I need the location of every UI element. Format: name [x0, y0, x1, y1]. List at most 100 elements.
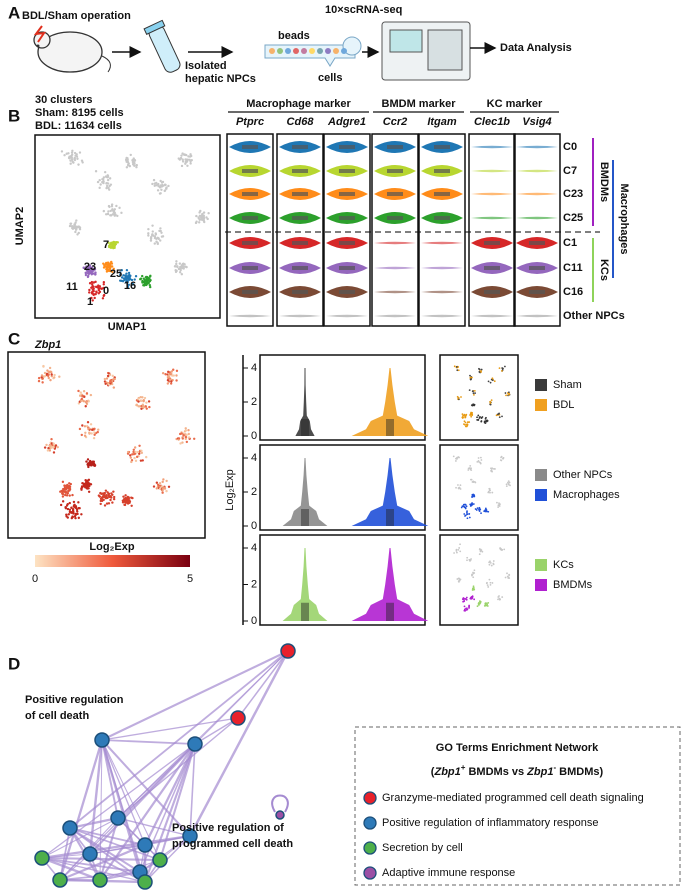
cell-dot: [88, 288, 91, 292]
edge: [41, 857, 146, 883]
cell-dot: [170, 370, 173, 373]
cell-dot: [466, 510, 468, 513]
cell-dot: [133, 278, 136, 281]
cell-dot: [140, 399, 143, 402]
cell-dot: [464, 416, 467, 419]
cell-dot: [112, 267, 115, 271]
cell-dot: [455, 486, 457, 489]
cell-dot: [491, 582, 494, 584]
cell-dot: [183, 153, 187, 157]
cell-dot: [488, 489, 491, 492]
cell-dot: [501, 415, 503, 418]
cell-dot: [177, 437, 181, 440]
cell-dot: [111, 208, 114, 211]
cell-dot: [187, 432, 190, 436]
cell-dot: [468, 606, 471, 608]
cell-dot: [108, 177, 112, 180]
cell-dot: [466, 559, 468, 562]
cell-dot: [498, 598, 501, 601]
cell-dot: [124, 494, 127, 497]
cell-dot: [483, 421, 486, 424]
cell-dot: [177, 157, 180, 160]
cell-dot: [104, 496, 108, 500]
cell-dot: [493, 380, 496, 383]
cell-dot: [116, 214, 119, 218]
cell-dot: [125, 160, 128, 163]
y-tick-label: 0: [251, 520, 257, 532]
cell-dot: [181, 441, 184, 444]
cell-dot: [129, 454, 132, 457]
cell-dot: [509, 484, 511, 487]
step-label: cells: [318, 72, 342, 84]
cell-dot: [52, 451, 56, 454]
cell-dot: [184, 429, 187, 432]
step-label: hepatic NPCs: [185, 73, 256, 85]
violin: [516, 314, 558, 318]
cell-dot: [70, 506, 73, 509]
cell-dot: [99, 502, 102, 506]
edge: [101, 739, 196, 745]
cell-dot: [497, 598, 499, 601]
cluster-name: C25: [563, 212, 583, 224]
y-tick-label: 4: [251, 452, 257, 464]
cell-dot: [129, 456, 133, 459]
cell-dot: [63, 486, 67, 490]
cell-dot: [141, 403, 145, 406]
cell-dot: [107, 210, 110, 213]
cell-dot: [457, 548, 460, 551]
cell-dot: [125, 276, 128, 279]
cell-dot: [109, 380, 112, 384]
cell-dot: [473, 495, 476, 498]
edge: [237, 650, 289, 719]
box: [339, 290, 355, 294]
cell-dot: [172, 368, 175, 371]
cell-dot: [459, 484, 462, 487]
cell-dot: [88, 282, 92, 285]
cell-dot: [83, 425, 87, 428]
cell-dot: [68, 510, 72, 514]
cell-dot: [105, 270, 109, 273]
violin: [471, 169, 513, 173]
violin-frame: [276, 133, 324, 327]
axis-label: UMAP1: [108, 321, 147, 333]
cell-dot: [465, 596, 468, 599]
legend-node: [363, 791, 377, 805]
cell-dot: [463, 605, 466, 608]
cell-dot: [492, 560, 495, 562]
cell-dot: [453, 365, 456, 368]
y-tick-label: 0: [251, 615, 257, 627]
cell-dot: [476, 416, 478, 419]
subtitle-part: Zbp1: [526, 766, 553, 778]
bead: [301, 48, 307, 54]
cell-dot: [131, 496, 134, 500]
cell-dot: [111, 270, 114, 274]
cell-dot: [122, 495, 125, 498]
cell-dot: [46, 449, 50, 452]
cell-dot: [508, 577, 511, 580]
violin: [229, 314, 271, 318]
step-label: Data Analysis: [500, 42, 572, 54]
cell-dot: [478, 417, 481, 419]
cell-dot: [469, 464, 472, 467]
cell-dot: [468, 421, 471, 423]
cell-dot: [504, 392, 507, 394]
cell-dot: [70, 151, 74, 154]
gene-label: Vsig4: [522, 116, 551, 128]
cell-dot: [123, 498, 126, 501]
cell-dot: [187, 436, 191, 439]
cell-dot: [101, 498, 104, 501]
cell-dot: [164, 183, 167, 187]
cell-dot: [85, 460, 88, 463]
cell-dot: [165, 479, 168, 483]
cell-dot: [133, 162, 136, 165]
cell-dot: [134, 459, 138, 463]
edge: [99, 739, 103, 881]
cell-dot: [471, 413, 474, 416]
cell-dot: [476, 418, 479, 421]
cell-dot: [112, 495, 116, 499]
cell-dot: [457, 484, 459, 486]
edge: [189, 743, 196, 837]
cell-dot: [146, 276, 150, 279]
cell-dot: [187, 155, 190, 158]
